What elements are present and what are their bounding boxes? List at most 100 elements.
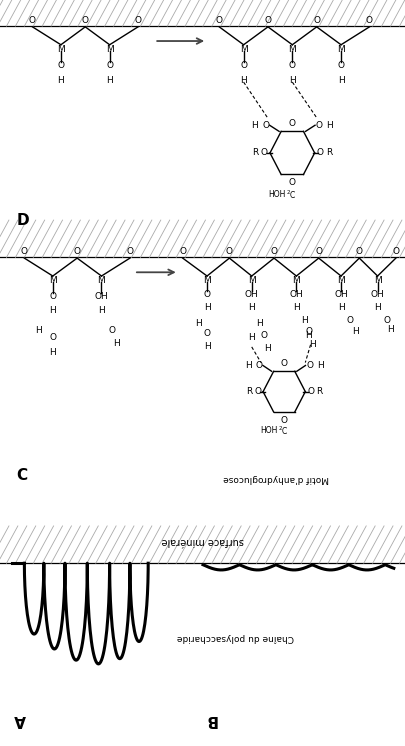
Text: OH: OH	[94, 292, 108, 301]
Text: M: M	[57, 45, 65, 54]
Text: H: H	[203, 342, 210, 351]
Text: M: M	[239, 45, 247, 54]
Text: H: H	[264, 344, 271, 353]
Text: OH: OH	[244, 290, 258, 299]
Text: surface minérale: surface minérale	[161, 536, 244, 546]
Text: M: M	[97, 276, 105, 285]
Text: M: M	[288, 45, 296, 54]
Text: O: O	[337, 61, 344, 70]
Text: O: O	[260, 331, 267, 340]
Text: O: O	[81, 16, 89, 25]
Text: O: O	[179, 247, 186, 256]
Text: O: O	[106, 61, 113, 70]
Text: O: O	[280, 359, 287, 368]
Text: O: O	[312, 16, 320, 25]
Text: H: H	[248, 333, 254, 342]
Text: OH: OH	[370, 290, 384, 299]
Text: OH: OH	[333, 290, 347, 299]
Text: H: H	[309, 340, 315, 349]
Text: H: H	[58, 76, 64, 85]
Text: O: O	[288, 61, 295, 70]
Text: H: H	[113, 339, 120, 348]
Text: O: O	[126, 247, 133, 256]
Text: O: O	[21, 247, 28, 256]
Text: R: R	[315, 387, 321, 396]
Text: O: O	[316, 148, 323, 157]
Text: M: M	[202, 276, 211, 285]
Text: M: M	[292, 276, 300, 285]
Text: H: H	[337, 303, 343, 312]
Text: O: O	[203, 290, 210, 299]
Text: O: O	[270, 247, 277, 256]
Text: M: M	[373, 276, 381, 285]
Text: O: O	[345, 316, 353, 325]
Text: H: H	[351, 327, 358, 336]
Text: H: H	[203, 303, 210, 312]
Text: H: H	[240, 76, 246, 85]
Text: H: H	[373, 303, 380, 312]
Text: O: O	[280, 416, 287, 424]
Text: M: M	[336, 45, 344, 54]
Text: H: H	[288, 76, 295, 85]
Text: HOH: HOH	[268, 190, 285, 199]
Text: H: H	[98, 306, 104, 315]
Text: R: R	[246, 387, 252, 396]
Text: O: O	[29, 16, 36, 25]
Text: H: H	[301, 316, 307, 325]
Text: H: H	[251, 121, 258, 130]
Text: O: O	[73, 247, 81, 256]
Text: O: O	[306, 387, 313, 396]
Text: O: O	[365, 16, 372, 25]
Text: $^{2}$C: $^{2}$C	[285, 188, 296, 201]
Text: H: H	[316, 361, 323, 370]
Text: O: O	[57, 61, 64, 70]
Text: D: D	[16, 213, 29, 228]
Text: O: O	[261, 121, 269, 130]
Text: O: O	[288, 178, 295, 187]
Text: H: H	[35, 326, 42, 335]
Text: O: O	[260, 148, 267, 157]
Text: H: H	[244, 361, 251, 370]
Text: O: O	[314, 247, 322, 256]
Text: $^{2}$C: $^{2}$C	[277, 424, 288, 437]
Text: O: O	[49, 333, 56, 342]
Text: O: O	[355, 247, 362, 256]
Text: O: O	[304, 327, 311, 336]
Text: H: H	[305, 331, 311, 340]
Text: H: H	[256, 319, 262, 328]
Text: O: O	[264, 16, 271, 25]
Text: O: O	[108, 326, 115, 335]
Text: O: O	[315, 121, 322, 130]
Text: H: H	[337, 76, 343, 85]
Text: O: O	[215, 16, 222, 25]
Text: O: O	[49, 292, 56, 301]
Text: M: M	[105, 45, 113, 54]
Text: A: A	[15, 712, 26, 727]
Text: OH: OH	[289, 290, 303, 299]
Text: R: R	[252, 148, 258, 157]
Text: R: R	[325, 148, 331, 157]
Text: H: H	[326, 121, 333, 130]
Text: M: M	[49, 276, 57, 285]
Text: H: H	[106, 76, 113, 85]
Text: Motif d'anhydroglucose: Motif d'anhydroglucose	[223, 474, 328, 483]
Text: O: O	[305, 361, 312, 370]
Text: H: H	[248, 303, 254, 312]
Text: O: O	[382, 316, 389, 325]
Text: O: O	[203, 329, 210, 338]
Text: O: O	[225, 247, 232, 256]
Text: H: H	[195, 319, 202, 328]
Text: H: H	[49, 348, 56, 357]
Text: O: O	[391, 247, 399, 256]
Text: H: H	[292, 303, 299, 312]
Text: O: O	[288, 119, 295, 128]
Text: O: O	[255, 361, 262, 370]
Text: HOH: HOH	[260, 427, 277, 436]
Text: H: H	[387, 325, 393, 334]
Text: O: O	[239, 61, 247, 70]
Text: M: M	[336, 276, 344, 285]
Text: C: C	[16, 468, 27, 483]
Text: B: B	[205, 712, 216, 727]
Text: M: M	[247, 276, 255, 285]
Text: Chaîne du polysaccharide: Chaîne du polysaccharide	[177, 633, 293, 642]
